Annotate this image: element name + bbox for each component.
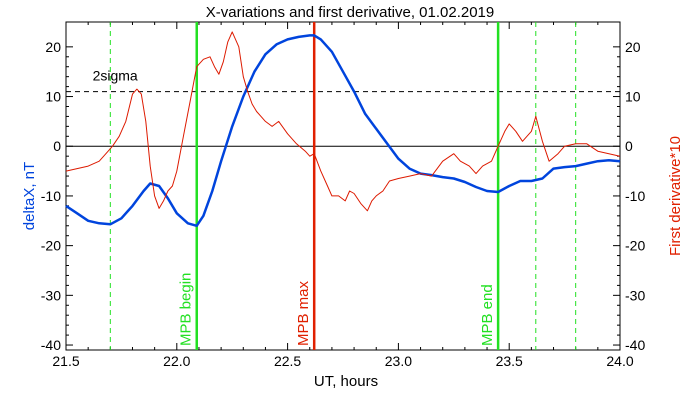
y-tick-label-left: -10 (41, 188, 61, 204)
chart-title: X-variations and first derivative, 01.02… (206, 4, 495, 21)
y-tick-label-right: 20 (625, 39, 641, 55)
derivative-line (65, 31, 621, 212)
y-tick-label-right: 10 (625, 89, 641, 105)
x-tick-label: 23.5 (496, 353, 523, 369)
y-tick-label-right: 0 (625, 138, 633, 154)
x-tick-label: 22.5 (274, 353, 301, 369)
deltax-line (65, 34, 621, 228)
y-tick-label-left: 0 (53, 138, 61, 154)
y-axis-label-left: deltaX, nT (21, 162, 38, 230)
y-tick-label-right: -40 (625, 337, 645, 353)
y-axis-label-right: First derivative*10 (667, 136, 684, 256)
y-tick-label-left: -40 (41, 337, 61, 353)
x-tick-label: 22.0 (163, 353, 190, 369)
y-tick-label-right: -20 (625, 238, 645, 254)
y-tick-label-left: 10 (45, 89, 61, 105)
y-tick-label-left: -30 (41, 287, 61, 303)
y-tick-label-left: 20 (45, 39, 61, 55)
x-tick-label: 23.0 (385, 353, 412, 369)
marker-label: MPB max (295, 280, 312, 346)
x-axis-label: UT, hours (314, 373, 378, 390)
y-tick-label-left: -20 (41, 238, 61, 254)
x-tick-label: 21.5 (52, 353, 79, 369)
sigma-label: 2sigma (93, 68, 138, 84)
y-tick-label-right: -10 (625, 188, 645, 204)
marker-label: MPB begin (178, 273, 195, 346)
y-tick-label-right: -30 (625, 287, 645, 303)
x-tick-label: 24.0 (606, 353, 633, 369)
plot-area: 2sigma 21.5 22.0 22.5 23.0 23.5 24.0 20 20 10 10 0 0… (41, 21, 645, 369)
marker-label: MPB end (479, 284, 496, 346)
